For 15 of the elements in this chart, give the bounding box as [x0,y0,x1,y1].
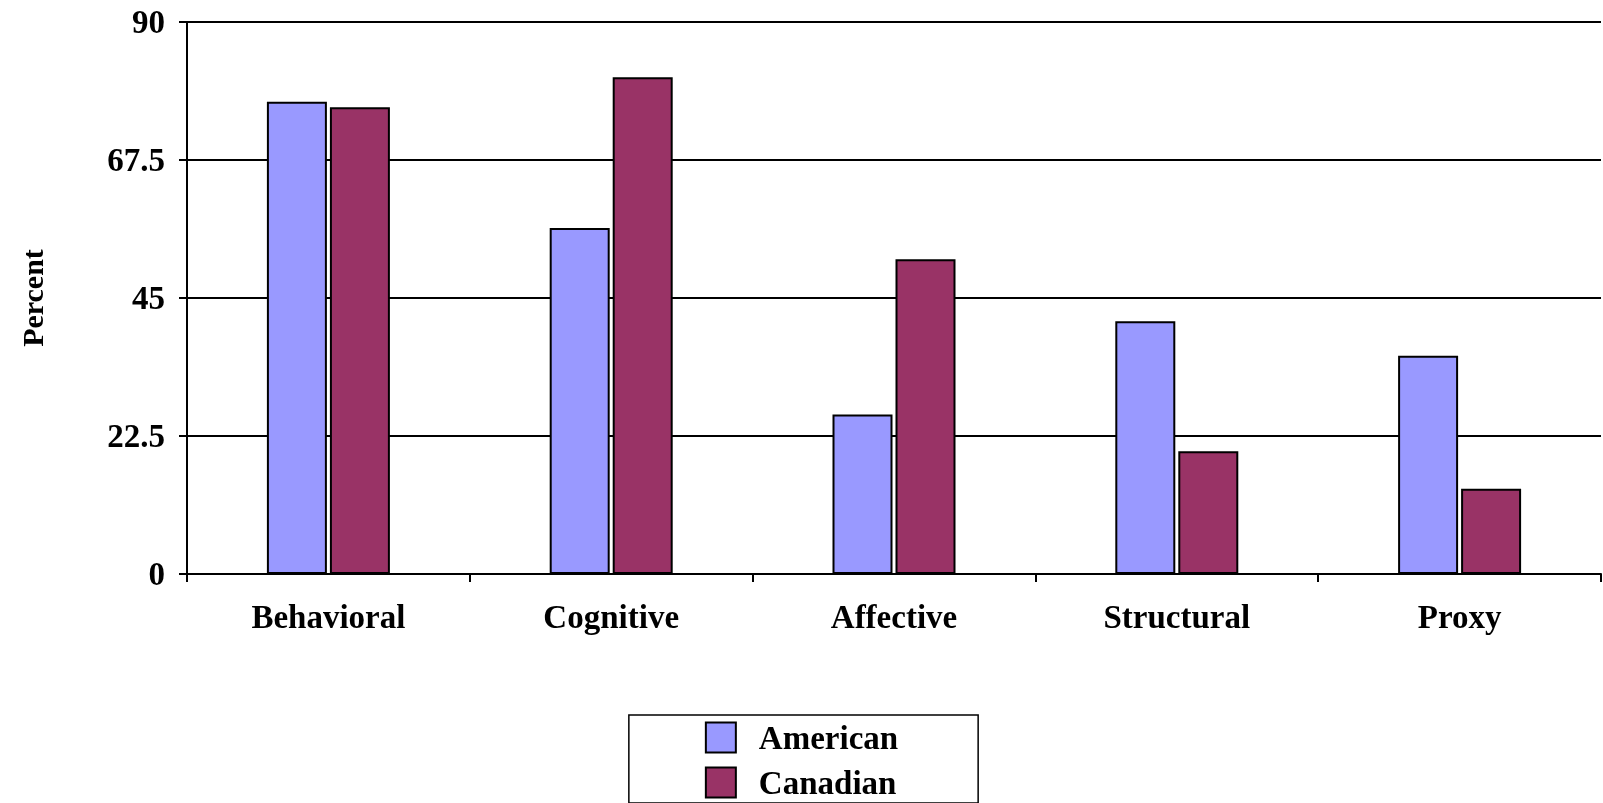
y-tick-label: 90 [132,4,165,40]
x-tick-label: Cognitive [543,598,680,635]
x-tick-label: Affective [830,598,958,635]
y-tick-label: 0 [148,556,165,592]
legend-label: Canadian [758,764,897,801]
bar [1178,451,1239,574]
legend-label: American [758,719,899,756]
y-tick-label: 67.5 [107,142,165,178]
y-tick-label: 45 [132,280,165,316]
x-tick-label: Structural [1103,598,1251,635]
bar [1461,488,1522,574]
x-tick-label: Behavioral [251,598,406,635]
y-axis-title: Percent [15,249,49,347]
x-tick-label: Proxy [1417,598,1502,635]
y-tick-label: 22.5 [107,418,165,454]
